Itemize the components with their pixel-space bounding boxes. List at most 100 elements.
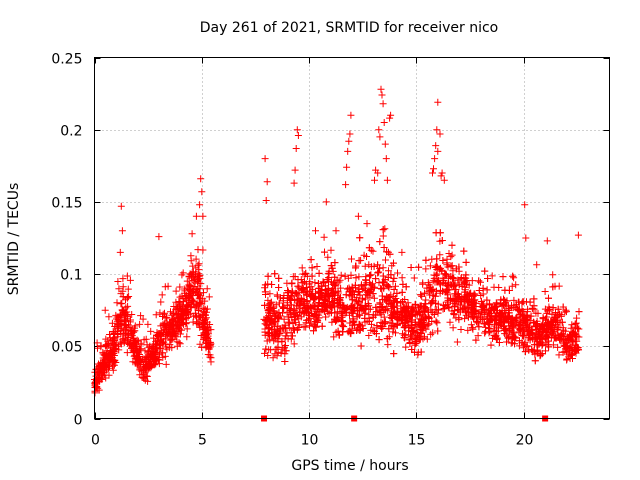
data-point (367, 284, 375, 292)
data-point (522, 234, 530, 242)
data-point (280, 315, 288, 323)
data-point (267, 298, 275, 306)
data-point (479, 284, 487, 292)
data-point (380, 244, 388, 251)
data-point (438, 266, 446, 274)
data-point (278, 337, 286, 345)
data-point (379, 226, 387, 234)
data-point (176, 321, 184, 329)
chart-title: Day 261 of 2021, SRMTID for receiver nic… (200, 20, 498, 36)
data-point (118, 227, 126, 235)
data-point (566, 350, 574, 358)
data-point (261, 328, 269, 336)
data-point (349, 309, 357, 317)
data-point (434, 98, 442, 106)
data-point (370, 294, 378, 302)
data-point (369, 326, 377, 334)
data-point (143, 341, 151, 349)
data-point (397, 299, 405, 307)
data-point (561, 308, 569, 316)
data-point (533, 347, 541, 355)
data-point (394, 269, 401, 277)
data-point (156, 331, 164, 339)
data-point (516, 318, 524, 326)
data-point (392, 282, 399, 290)
data-point (555, 282, 563, 290)
data-point (406, 313, 413, 320)
data-point (264, 272, 272, 280)
data-point (281, 358, 289, 365)
data-point (163, 313, 171, 321)
data-point (192, 288, 200, 296)
data-point (303, 316, 311, 324)
data-point (519, 326, 527, 334)
data-point (426, 262, 434, 270)
data-point (116, 248, 124, 256)
data-point (348, 255, 355, 263)
data-point (430, 311, 438, 318)
data-point (263, 337, 271, 345)
data-point (178, 310, 186, 318)
data-point (401, 334, 409, 342)
data-point (373, 322, 381, 330)
data-point (454, 276, 462, 284)
data-point (371, 176, 378, 184)
data-point (293, 290, 301, 297)
data-point (365, 317, 373, 325)
data-point (491, 316, 499, 324)
data-point (412, 336, 420, 343)
data-point (200, 289, 207, 297)
data-point (387, 271, 395, 279)
data-point (310, 294, 318, 302)
data-point (358, 296, 366, 304)
data-point (379, 100, 387, 108)
y-tick-label: 0.15 (51, 196, 82, 212)
data-point (554, 343, 562, 351)
data-point (311, 322, 319, 330)
data-point (516, 337, 523, 345)
data-point (262, 345, 270, 353)
data-point (289, 332, 296, 340)
data-point (448, 262, 456, 270)
data-point (308, 272, 316, 280)
data-point (377, 309, 385, 316)
data-point (393, 314, 401, 321)
data-point (574, 324, 581, 332)
data-point (184, 313, 192, 321)
data-point (172, 287, 180, 295)
data-point (526, 336, 534, 344)
data-point (267, 318, 275, 326)
data-point (399, 330, 406, 338)
data-point (520, 344, 528, 352)
data-point (379, 296, 386, 304)
data-point (332, 227, 340, 235)
data-point (474, 319, 482, 327)
data-point (437, 264, 444, 272)
data-point (526, 322, 534, 330)
data-point (575, 325, 583, 333)
data-point (162, 314, 170, 322)
data-point (179, 309, 187, 317)
data-point (300, 323, 308, 331)
data-point (422, 325, 430, 333)
data-point (272, 345, 280, 353)
data-point (156, 344, 164, 352)
data-point (339, 301, 347, 309)
data-point (183, 277, 191, 285)
data-point (512, 281, 520, 289)
data-point (261, 281, 269, 289)
grid-lines (94, 57, 610, 419)
data-point (365, 261, 373, 269)
data-point (390, 259, 397, 267)
data-point (503, 338, 510, 346)
data-points (91, 85, 583, 397)
data-point (496, 315, 504, 323)
data-point (315, 269, 323, 277)
data-point (544, 307, 552, 315)
data-point (434, 309, 442, 317)
data-point (424, 321, 432, 329)
data-point (543, 329, 551, 337)
data-point (450, 310, 458, 318)
y-tick-label: 0.05 (51, 340, 82, 356)
data-point (500, 301, 508, 309)
